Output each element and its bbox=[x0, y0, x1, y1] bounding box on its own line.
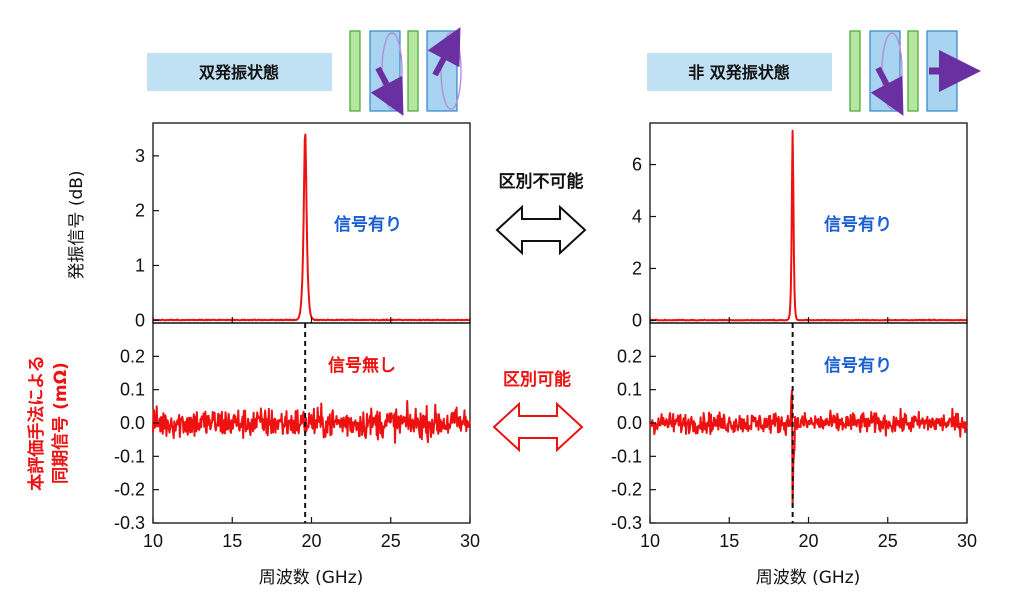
y-tick-label-top-left: 2 bbox=[135, 201, 145, 221]
layer-green-1 bbox=[349, 30, 361, 112]
annotation-signal-present-top-right: 信号有り bbox=[824, 214, 892, 235]
chart-top-left: 0 1 2 3 bbox=[135, 133, 471, 330]
magnetization-arrow-down-icon bbox=[370, 66, 404, 116]
plot-frame-top-left bbox=[152, 122, 471, 324]
series-line-bottom-right bbox=[649, 389, 968, 508]
series-line-top-left bbox=[152, 133, 471, 322]
annotation-signal-absent-bottom-left: 信号無し bbox=[328, 355, 396, 376]
x-tick-label-bottom-left: 15 bbox=[222, 531, 242, 551]
chart-top-right: 0 2 4 6 bbox=[632, 129, 968, 330]
double-arrow-black-icon bbox=[495, 204, 587, 256]
magnetization-arrow-up-icon bbox=[427, 27, 461, 77]
x-tick-label-bottom-left: 30 bbox=[460, 531, 480, 551]
y-tick-label-bottom-right: 0.1 bbox=[617, 380, 642, 400]
annotation-signal-present-top-left: 信号有り bbox=[334, 214, 402, 235]
state-header-left: 双発振状態 bbox=[147, 27, 462, 116]
layer-green-4 bbox=[907, 30, 919, 112]
layer-green-2 bbox=[407, 30, 419, 112]
double-arrow-red-icon bbox=[492, 401, 584, 453]
x-tick-label-bottom-left: 20 bbox=[301, 531, 321, 551]
y-axis-label-bottom-line2: 同期信号 (mΩ) bbox=[50, 362, 71, 484]
layer-blue-2 bbox=[426, 30, 458, 112]
y-tick-label-bottom-right: -0.3 bbox=[611, 513, 642, 533]
y-tick-label-top-right: 2 bbox=[632, 258, 642, 278]
x-tick-label-bottom-right: 25 bbox=[878, 531, 898, 551]
series-line-top-right bbox=[649, 129, 968, 322]
y-axis-label-top: 発振信号 (dB) bbox=[67, 170, 87, 279]
state-label-right: 非 双発振状態 bbox=[688, 63, 790, 82]
x-axis-label-left: 周波数 (GHz) bbox=[259, 568, 364, 588]
state-box-right bbox=[647, 53, 832, 91]
plot-frame-top-right bbox=[649, 122, 968, 324]
y-tick-label-bottom-right: -0.1 bbox=[611, 446, 642, 466]
x-tick-label-bottom-left: 10 bbox=[143, 531, 163, 551]
y-tick-label-bottom-right: 0.0 bbox=[617, 413, 642, 433]
y-tick-label-bottom-left: 0.1 bbox=[120, 380, 145, 400]
magnetization-arrow-down-icon-right bbox=[870, 66, 904, 116]
x-tick-label-bottom-right: 30 bbox=[957, 531, 977, 551]
series-line-bottom-left bbox=[152, 400, 471, 444]
y-tick-label-bottom-right: -0.2 bbox=[611, 480, 642, 500]
y-tick-label-top-left: 3 bbox=[135, 146, 145, 166]
y-tick-label-bottom-left: -0.1 bbox=[114, 446, 145, 466]
y-tick-label-top-right: 0 bbox=[632, 310, 642, 330]
label-distinguishable: 区別可能 bbox=[503, 369, 571, 390]
y-tick-label-bottom-left: 0.2 bbox=[120, 346, 145, 366]
y-tick-label-bottom-left: 0.0 bbox=[120, 413, 145, 433]
x-tick-label-bottom-right: 20 bbox=[798, 531, 818, 551]
x-tick-label-bottom-right: 10 bbox=[640, 531, 660, 551]
state-header-right: 非 双発振状態 bbox=[647, 30, 981, 116]
annotation-signal-present-bottom-right: 信号有り bbox=[824, 355, 892, 376]
state-label-left: 双発振状態 bbox=[199, 63, 279, 82]
label-indistinguishable: 区別不可能 bbox=[499, 171, 584, 192]
y-tick-label-top-right: 4 bbox=[632, 207, 642, 227]
y-tick-label-bottom-left: -0.3 bbox=[114, 513, 145, 533]
y-tick-label-top-right: 6 bbox=[632, 155, 642, 175]
y-tick-label-bottom-left: -0.2 bbox=[114, 480, 145, 500]
y-tick-label-top-left: 1 bbox=[135, 255, 145, 275]
x-tick-label-bottom-right: 15 bbox=[719, 531, 739, 551]
y-tick-label-top-left: 0 bbox=[135, 310, 145, 330]
state-box-left bbox=[147, 53, 332, 91]
y-tick-label-bottom-right: 0.2 bbox=[617, 346, 642, 366]
layer-green-3 bbox=[849, 30, 861, 112]
y-axis-label-bottom-line1: 本評価手法による bbox=[26, 355, 47, 491]
x-axis-label-right: 周波数 (GHz) bbox=[756, 568, 861, 588]
x-tick-label-bottom-left: 25 bbox=[381, 531, 401, 551]
chart-bottom-left: -0.3 -0.2 -0.1 0.0 0.1 0.2 10 15 20 25 30 bbox=[114, 323, 480, 551]
chart-bottom-right: -0.3 -0.2 -0.1 0.0 0.1 0.2 10 15 20 25 30 bbox=[611, 323, 977, 551]
